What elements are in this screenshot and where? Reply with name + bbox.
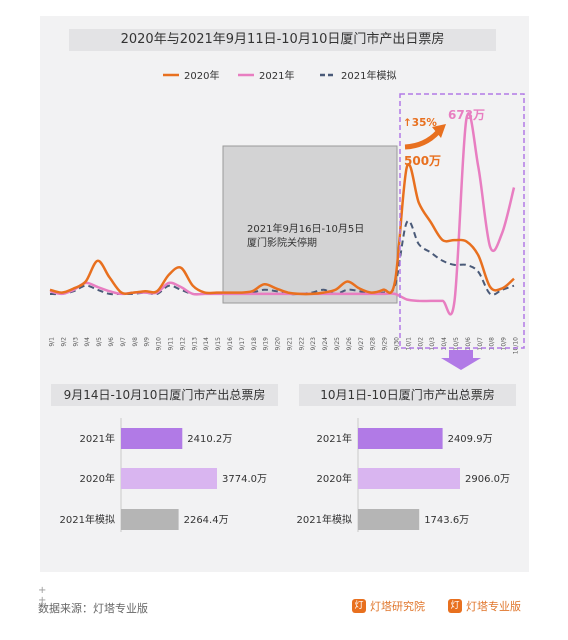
growth-label: ↑35%	[403, 117, 437, 129]
x-tick-label: 10/7	[477, 337, 484, 351]
series-2020-line	[49, 162, 515, 296]
x-tick-label: 9/22	[298, 337, 305, 351]
x-tick-label: 9/26	[346, 337, 353, 351]
x-tick-label: 10/9	[501, 337, 508, 351]
x-tick-label: 9/5	[96, 337, 103, 347]
x-tick-label: 9/25	[334, 337, 341, 351]
peak-2020-label: 500万	[404, 154, 441, 168]
legend-label: 2021年	[259, 69, 294, 82]
legend-label: 2021年模拟	[341, 69, 396, 82]
line-chart-title: 2020年与2021年9月11日-10月10日厦门市产出日票房	[69, 29, 496, 51]
closure-annotation-line: 2021年9月16日-10月5日	[247, 222, 364, 235]
x-tick-label: 9/2	[60, 337, 67, 347]
x-tick-label: 10/5	[453, 337, 460, 351]
growth-arrow	[404, 130, 440, 150]
closure-annotation-line: 厦门影院关停期	[247, 236, 317, 249]
x-tick-label: 9/20	[275, 337, 282, 351]
x-tick-label: 9/1	[49, 337, 56, 347]
x-tick-label: 9/8	[132, 337, 139, 347]
x-tick-label: 9/6	[108, 337, 115, 347]
x-tick-label: 9/19	[263, 337, 270, 351]
x-tick-label: 10/8	[489, 337, 496, 351]
x-tick-label: 10/10	[513, 337, 520, 354]
highlight-box	[399, 93, 525, 349]
bar-chart-left-title: 9月14日-10月10日厦门市产出总票房	[51, 384, 278, 406]
lighthouse-icon: 灯	[448, 599, 462, 613]
x-tick-label: 9/7	[120, 337, 127, 347]
plus-decoration: + +	[38, 585, 47, 606]
line-chart: 2020年 2021年 2021年模拟 2021年9月16日-10月5日厦门影院关停…	[49, 69, 525, 370]
logo-research-text: 灯塔研究院	[370, 600, 425, 613]
x-tick-label: 9/3	[72, 337, 79, 347]
x-tick-label: 9/11	[167, 337, 174, 351]
x-tick-label: 10/4	[441, 337, 448, 351]
closure-period-box	[222, 145, 398, 304]
growth-arrow-head	[432, 124, 446, 138]
x-tick-label: 9/24	[322, 337, 329, 351]
x-tick-label: 9/16	[227, 337, 234, 351]
logo-pro-text: 灯塔专业版	[466, 600, 521, 613]
x-tick-label: 9/28	[370, 337, 377, 351]
x-tick-label: 9/23	[310, 337, 317, 351]
x-tick-label: 9/29	[382, 337, 389, 351]
x-tick-label: 10/3	[429, 337, 436, 351]
data-source: 数据来源：灯塔专业版	[38, 602, 148, 615]
x-tick-label: 9/27	[358, 337, 365, 351]
lighthouse-icon: 灯	[352, 599, 366, 613]
closure-annotation: 2021年9月16日-10月5日厦门影院关停期	[247, 222, 364, 249]
x-tick-label: 9/17	[239, 337, 246, 351]
x-tick-label: 9/12	[179, 337, 186, 351]
x-tick-label: 9/14	[203, 337, 210, 351]
x-tick-label: 9/10	[156, 337, 163, 351]
logo-research: 灯 灯塔研究院	[352, 598, 425, 614]
bar-chart-right-title: 10月1日-10日厦门市产出总票房	[299, 384, 516, 406]
down-arrow-icon	[441, 350, 481, 370]
x-tick-label: 9/21	[286, 337, 293, 351]
legend-label: 2020年	[184, 69, 219, 82]
x-tick-label: 9/4	[84, 337, 91, 347]
x-tick-label: 10/2	[417, 337, 424, 351]
x-tick-label: 9/13	[191, 337, 198, 351]
x-tick-label: 9/9	[144, 337, 151, 347]
x-tick-label: 9/18	[251, 337, 258, 351]
x-tick-label: 10/6	[465, 337, 472, 351]
x-tick-label: 9/15	[215, 337, 222, 351]
x-tick-label: 10/1	[405, 337, 412, 351]
x-tick-label: 9/30	[394, 337, 401, 351]
peak-2021-label: 673万	[448, 108, 485, 122]
logo-pro: 灯 灯塔专业版	[448, 598, 521, 614]
